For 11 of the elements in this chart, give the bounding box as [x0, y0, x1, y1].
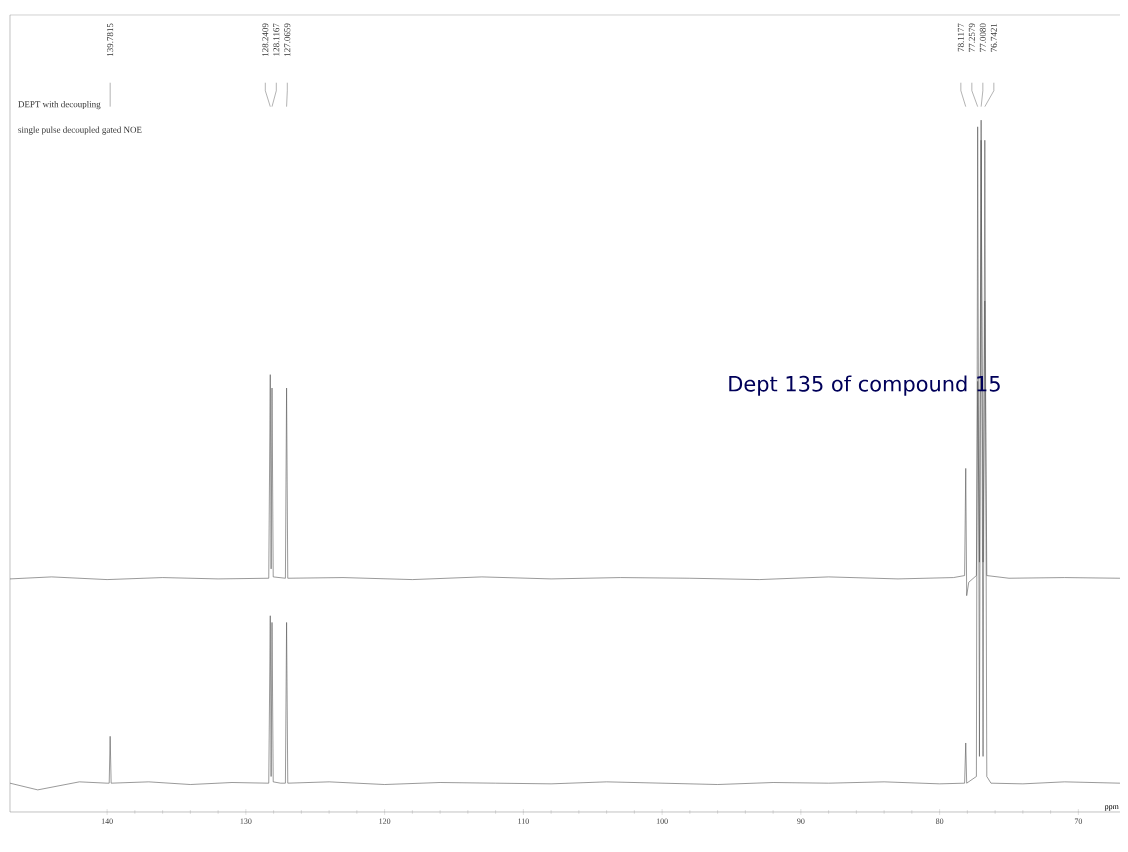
text: 127.0659	[284, 23, 291, 56]
text: 78.1177	[957, 23, 964, 52]
text: 77.2579	[968, 23, 975, 52]
annotation: single pulse decoupled gated NOE	[18, 126, 142, 135]
text: 77.0080	[979, 23, 986, 52]
annotation: Dept 135 of compound 15	[729, 375, 1000, 396]
text: DEPT with decoupling	[18, 100, 101, 110]
text: 139.7815	[107, 23, 114, 56]
text: 128.2409	[262, 23, 269, 56]
text: 128.1167	[273, 23, 280, 56]
text: 76.7421	[990, 23, 997, 52]
